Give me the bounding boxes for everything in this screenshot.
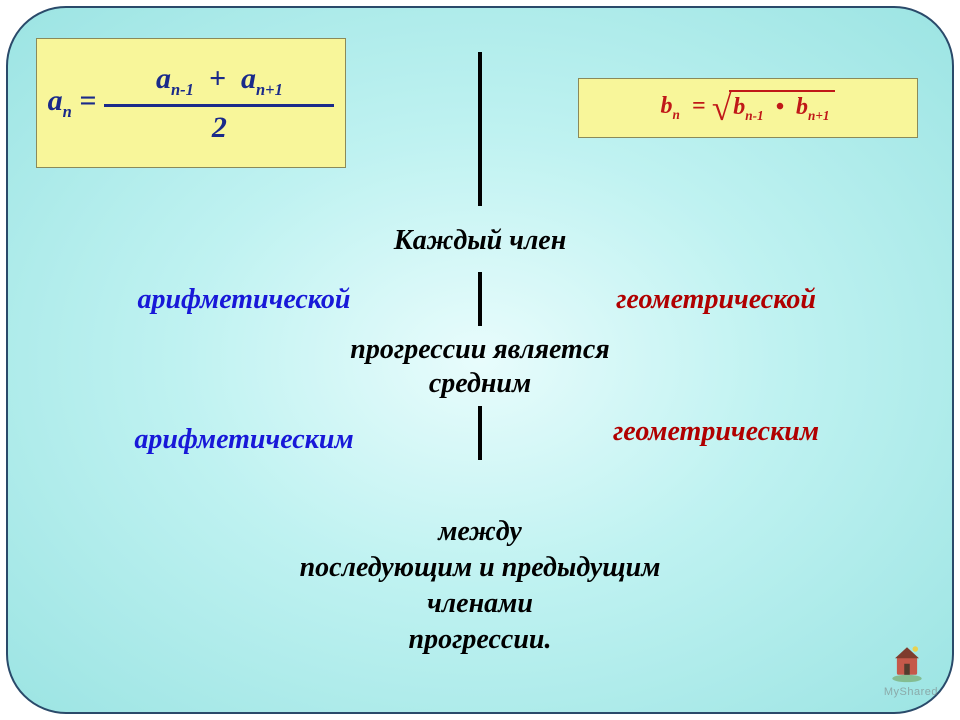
text-progression-is: прогрессии является (8, 332, 952, 368)
text-geometric-instr: геометрическим (480, 414, 952, 450)
fraction: an-1 + an+1 2 (104, 62, 334, 145)
text-each-member: Каждый член (8, 223, 952, 259)
formula-a-lhs: an = (48, 84, 97, 122)
text-between: между (8, 514, 952, 550)
slide-frame: an = an-1 + an+1 2 bn = √ bn-1 • bn+1 (6, 6, 954, 714)
text-next-prev: последующим и предыдущим (8, 550, 952, 586)
text-members: членами (8, 586, 952, 622)
text-mean: средним (8, 366, 952, 402)
geometric-formula-box: bn = √ bn-1 • bn+1 (578, 78, 918, 138)
divider-line-1 (478, 52, 482, 206)
text-arithmetic-gen: арифметической (8, 282, 480, 318)
arithmetic-formula-box: an = an-1 + an+1 2 (36, 38, 346, 168)
square-root: √ bn-1 • bn+1 (712, 90, 836, 126)
watermark-text: MyShared (848, 686, 938, 698)
text-geometric-gen: геометрической (480, 282, 952, 318)
fraction-numerator: an-1 + an+1 (148, 62, 291, 104)
watermark-icon (884, 638, 930, 684)
formula-b-lhs: bn = (661, 93, 712, 123)
fraction-denominator: 2 (212, 107, 227, 145)
text-progression: прогрессии. (8, 622, 952, 658)
sqrt-body: bn-1 • bn+1 (729, 90, 835, 126)
text-arithmetic-instr: арифметическим (8, 422, 480, 458)
